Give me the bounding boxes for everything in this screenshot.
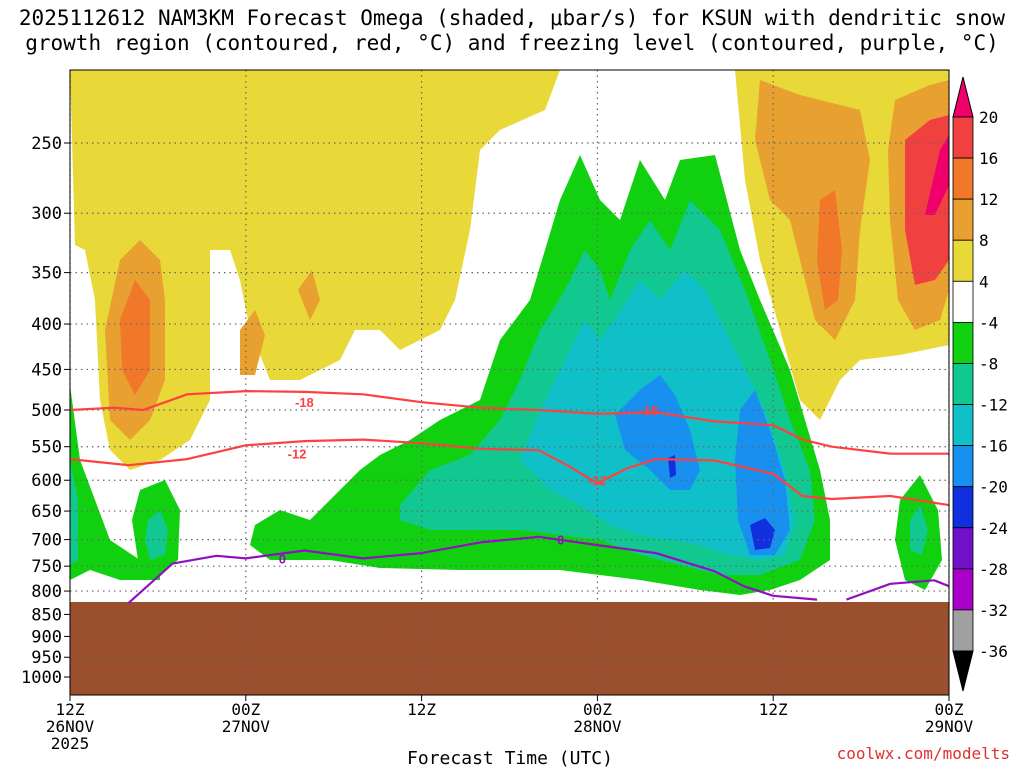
- colorbar-segment: [952, 445, 974, 488]
- isotherm-label: 0: [279, 551, 286, 566]
- omega-teal-region-3: [910, 505, 928, 555]
- colorbar-label: -8: [979, 354, 998, 373]
- x-tick-label: 12Z: [759, 700, 788, 719]
- isotherm-line: [69, 438, 950, 507]
- y-tick-label: 900: [31, 627, 62, 647]
- omega-orange-region-3: [298, 270, 320, 320]
- omega-blue-region: [615, 375, 700, 490]
- colorbar-label: 16: [979, 149, 998, 168]
- x-axis-label: Forecast Time (UTC): [407, 748, 613, 768]
- isotherm-line: [127, 535, 818, 604]
- colorbar-label: 12: [979, 190, 998, 209]
- colorbar-top-arrow: [952, 76, 974, 118]
- x-tick-label: 2025: [51, 734, 90, 753]
- omega-deepblue-region-2: [750, 518, 775, 550]
- colorbar-label: -16: [979, 437, 1008, 456]
- y-tick-label: 800: [31, 582, 62, 602]
- y-tick-label: 1000: [21, 668, 62, 688]
- y-tick-label: 550: [31, 438, 62, 458]
- colorbar-segment: [952, 527, 974, 570]
- colorbar-segment: [952, 116, 974, 159]
- omega-shading: [70, 70, 949, 595]
- colorbar-label: 8: [979, 231, 989, 250]
- omega-red-region: [905, 115, 949, 285]
- chart-title-line1: 2025112612 NAM3KM Forecast Omega (shaded…: [18, 6, 1006, 30]
- y-tick-label: 600: [31, 471, 62, 491]
- colorbar-label: -28: [979, 560, 1008, 579]
- omega-magenta-region: [925, 135, 949, 215]
- isotherm-labels: -18 -12 -18 -12 0 0: [279, 395, 658, 566]
- grid-lines: [69, 70, 950, 695]
- colorbar-segment: [952, 404, 974, 447]
- omega-orange-region-east: [755, 80, 870, 340]
- x-tick-label: 00Z: [935, 700, 964, 719]
- y-tick-label: 750: [31, 557, 62, 577]
- isotherm-label: -12: [588, 473, 607, 488]
- colorbar-segment: [952, 568, 974, 611]
- omega-green-region: [70, 385, 160, 580]
- x-tick-label: 28NOV: [573, 717, 622, 736]
- x-tick-label: 00Z: [583, 700, 612, 719]
- y-tick-label: 500: [31, 401, 62, 421]
- colorbar-segment: [952, 609, 974, 652]
- y-tick-label: 450: [31, 360, 62, 380]
- colorbar-bottom-arrow: [952, 650, 974, 692]
- y-tick-label: 300: [31, 204, 62, 224]
- colorbar-segment: [952, 157, 974, 200]
- colorbar-label: 4: [979, 272, 989, 291]
- y-tick-label: 950: [31, 648, 62, 668]
- x-tick-label: 26NOV: [46, 717, 95, 736]
- isotherm-label: 0: [557, 533, 564, 548]
- colorbar-segment: [952, 280, 974, 323]
- colorbar-label: -4: [979, 313, 998, 332]
- isotherm-label: -12: [288, 447, 307, 462]
- colorbar-label: -12: [979, 396, 1008, 415]
- y-tick-label: 350: [31, 264, 62, 284]
- x-tick-label: 12Z: [407, 700, 436, 719]
- chart-title-line2: growth region (contoured, red, °C) and f…: [25, 31, 999, 55]
- y-tick-label: 650: [31, 502, 62, 522]
- isotherm-label: -18: [639, 403, 658, 418]
- x-tick-label: 12Z: [56, 700, 85, 719]
- omega-teal-region-2: [145, 510, 168, 560]
- omega-deepblue-region: [668, 455, 676, 478]
- isotherm-label: -18: [295, 395, 314, 410]
- colorbar-label: -20: [979, 478, 1008, 497]
- colorbar-segment: [952, 486, 974, 529]
- omega-darkorange-region: [120, 280, 150, 395]
- y-tick-label: 700: [31, 531, 62, 551]
- colorbar-segment: [952, 198, 974, 241]
- y-tick-label: 850: [31, 605, 62, 625]
- isotherm-line: [69, 390, 949, 455]
- isotherm-line: [846, 579, 950, 601]
- colorbar-label: -24: [979, 519, 1008, 538]
- plot-frame: [69, 69, 950, 696]
- colorbar-label: -32: [979, 601, 1008, 620]
- omega-darkorange-region-east: [817, 190, 842, 310]
- terrain-block: [70, 602, 949, 695]
- colorbar-segment: [952, 239, 974, 282]
- omega-orange-region-2: [240, 310, 265, 375]
- x-tick-label: 27NOV: [222, 717, 271, 736]
- y-axis-ticks: 2503003504004505005506006507007508008509…: [21, 134, 70, 688]
- x-tick-label: 00Z: [231, 700, 260, 719]
- colorbar-segment: [952, 321, 974, 364]
- x-tick-label: 29NOV: [925, 717, 974, 736]
- isotherm-lines: [69, 390, 950, 604]
- y-tick-label: 400: [31, 315, 62, 335]
- colorbar-label: 20: [979, 108, 998, 127]
- credit-text: coolwx.com/modelts: [836, 744, 1010, 763]
- colorbar-label: -36: [979, 642, 1008, 661]
- y-tick-label: 250: [31, 134, 62, 154]
- omega-blue-region-2: [735, 390, 790, 555]
- colorbar: 20 16 12 8 4 -4 -8 -12 -16 -20 -24 -28 -32 -36: [952, 76, 1008, 692]
- omega-teal-region-west: [70, 460, 78, 565]
- colorbar-segment: [952, 363, 974, 405]
